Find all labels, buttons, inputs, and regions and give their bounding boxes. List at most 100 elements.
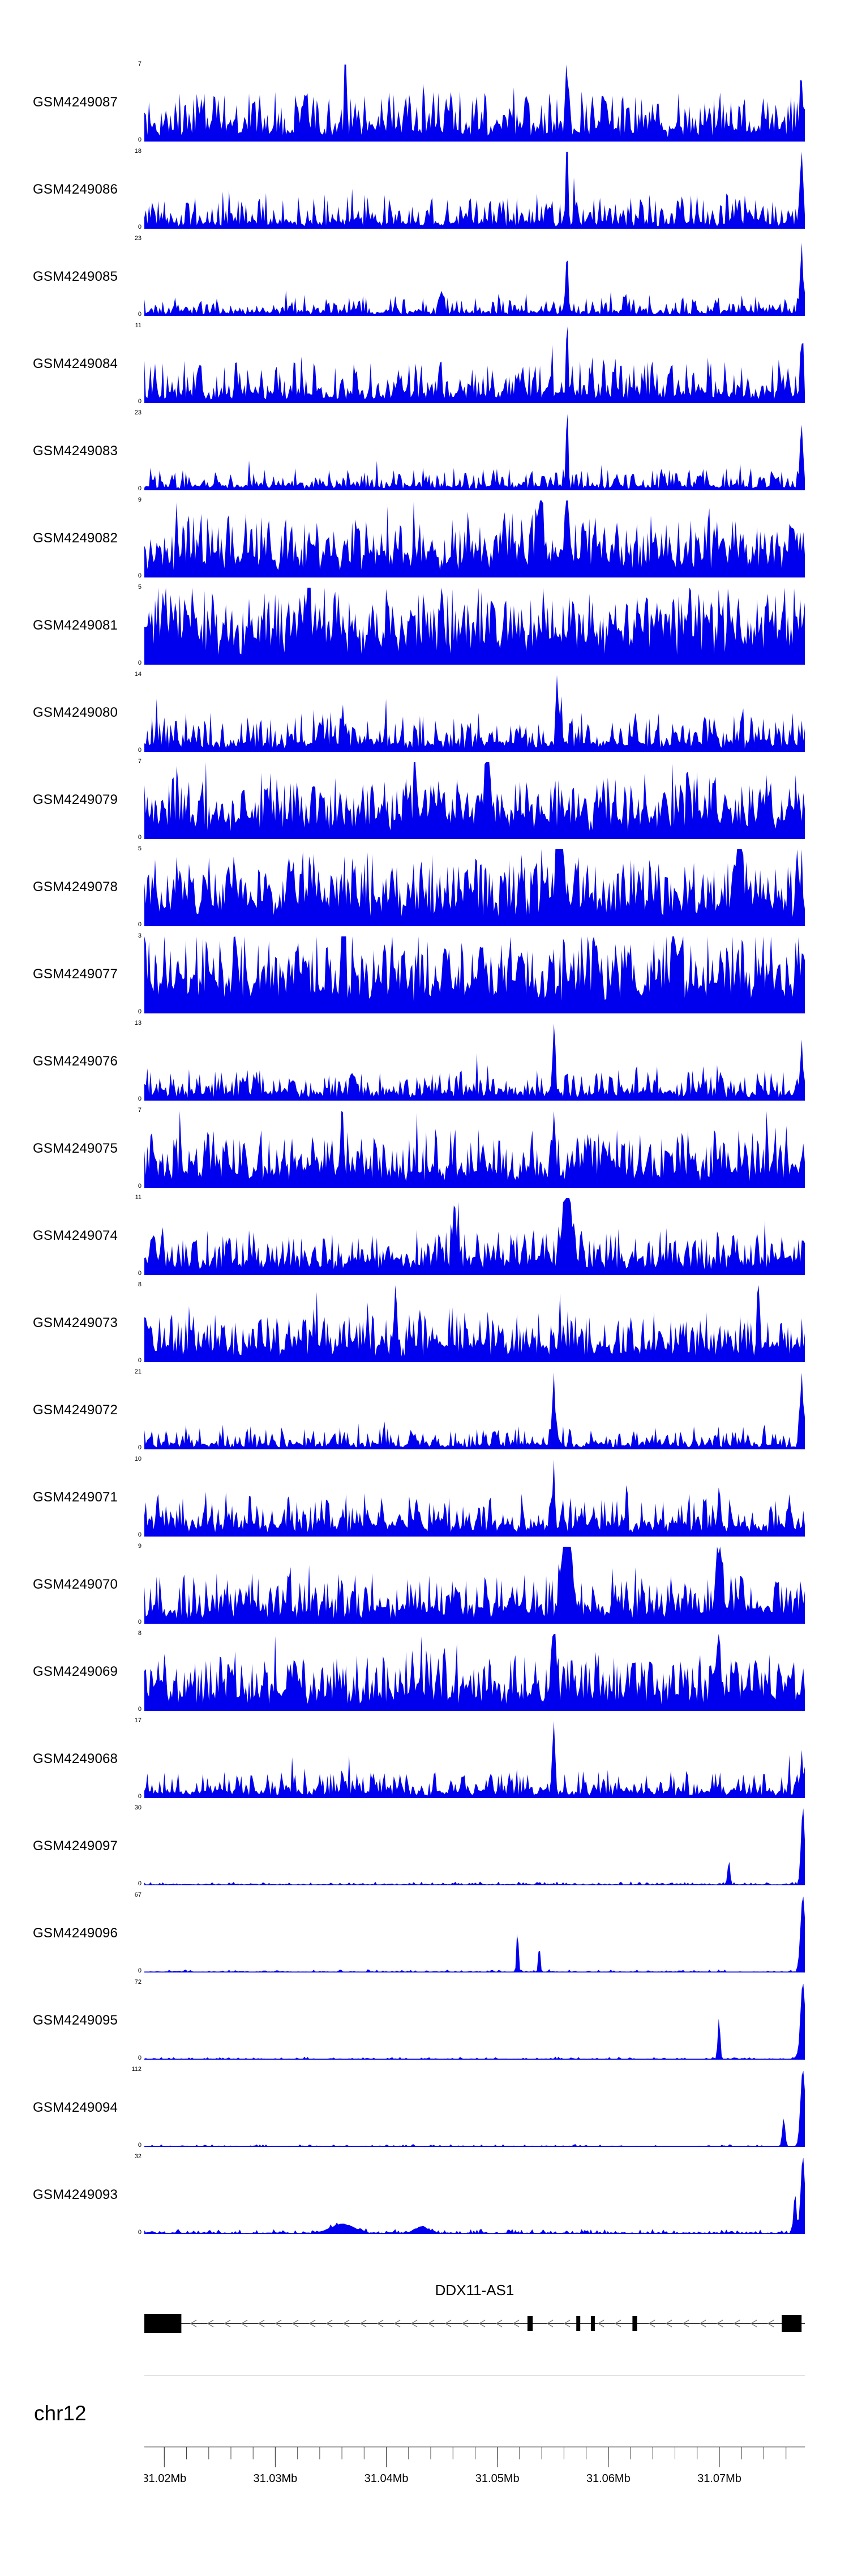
track-ymin-label: 0 xyxy=(138,1357,142,1364)
track-row: GSM4249082 9 0 xyxy=(0,497,849,587)
coverage-area xyxy=(144,1547,805,1624)
track-plot: 32 0 xyxy=(135,2154,805,2236)
strand-direction-arrow-icon xyxy=(750,2320,757,2327)
track-ymax-label: 72 xyxy=(134,1979,142,1986)
track-label: GSM4249093 xyxy=(33,2187,118,2202)
strand-direction-arrow-icon xyxy=(342,2320,350,2327)
coverage-signal xyxy=(144,2070,805,2147)
strand-direction-arrow-icon xyxy=(359,2320,367,2327)
coverage-signal xyxy=(144,936,805,1013)
strand-direction-arrow-icon xyxy=(207,2320,214,2327)
track-label: GSM4249087 xyxy=(33,95,118,110)
strand-direction-arrow-icon xyxy=(648,2320,655,2327)
coverage-signal xyxy=(144,849,805,926)
strand-direction-arrow-icon xyxy=(258,2320,265,2327)
track-plot: 8 0 xyxy=(138,1631,805,1713)
coverage-area xyxy=(144,675,805,752)
genome-axis-ruler: 31.02Mb 31.03Mb 31.04Mb 31.05Mb 31.06Mb 31.07… xyxy=(144,2446,805,2485)
strand-direction-arrow-icon xyxy=(461,2320,469,2327)
track-ymax-label: 14 xyxy=(134,671,142,678)
track-ymax-label: 7 xyxy=(138,61,142,67)
coverage-signal xyxy=(144,1198,805,1275)
strand-direction-arrow-icon xyxy=(325,2320,333,2327)
strand-direction-arrow-icon xyxy=(512,2320,520,2327)
track-label: GSM4249076 xyxy=(33,1054,118,1069)
coverage-signal xyxy=(144,762,805,839)
track-row: GSM4249080 14 0 xyxy=(0,671,849,761)
track-label: GSM4249095 xyxy=(33,2013,118,2028)
track-label: GSM4249075 xyxy=(33,1141,118,1156)
strand-direction-arrow-icon xyxy=(291,2320,299,2327)
coverage-area xyxy=(144,1721,805,1798)
track-plot: 67 0 xyxy=(135,1892,805,1974)
coverage-area xyxy=(144,1111,805,1188)
coverage-area xyxy=(144,1983,805,2060)
track-plot: 11 0 xyxy=(135,323,805,405)
track-label: GSM4249068 xyxy=(33,1751,118,1766)
track-label: GSM4249072 xyxy=(33,1402,118,1418)
gene-exon xyxy=(590,2316,595,2331)
track-label: GSM4249097 xyxy=(33,1838,118,1854)
track-ymin-label: 0 xyxy=(138,224,142,230)
track-plot: 8 0 xyxy=(138,1282,805,1364)
track-label: GSM4249084 xyxy=(33,356,118,371)
track-row: GSM4249079 7 0 xyxy=(0,758,849,848)
strand-direction-arrow-icon xyxy=(597,2320,604,2327)
track-row: GSM4249071 10 0 xyxy=(0,1456,849,1546)
track-row: GSM4249095 72 0 xyxy=(0,1979,849,2069)
track-ymax-label: 11 xyxy=(135,1194,142,1201)
coverage-signal xyxy=(144,1285,805,1362)
coverage-signal xyxy=(144,1808,805,1885)
track-ymin-label: 0 xyxy=(138,921,142,928)
track-row: GSM4249073 8 0 xyxy=(0,1282,849,1371)
strand-direction-arrow-icon xyxy=(665,2320,672,2327)
gene-exon xyxy=(632,2316,637,2331)
coverage-area xyxy=(144,1285,805,1362)
track-plot: 21 0 xyxy=(135,1369,805,1451)
strand-direction-arrow-icon xyxy=(716,2320,723,2327)
strand-direction-arrow-icon xyxy=(376,2320,384,2327)
coverage-signal xyxy=(144,1634,805,1711)
track-ymin-label: 0 xyxy=(138,485,142,492)
track-label: GSM4249074 xyxy=(33,1228,118,1243)
coverage-signal xyxy=(144,500,805,577)
track-plot: 5 0 xyxy=(138,846,805,928)
coverage-signal xyxy=(144,65,805,142)
coverage-signal xyxy=(144,326,805,403)
strand-direction-arrow-icon xyxy=(682,2320,689,2327)
track-label: GSM4249070 xyxy=(33,1577,118,1592)
coverage-area xyxy=(144,588,805,665)
track-label: GSM4249080 xyxy=(33,705,118,720)
track-plot: 23 0 xyxy=(135,236,805,318)
track-ymax-label: 10 xyxy=(134,1456,142,1462)
coverage-signal xyxy=(144,1547,805,1624)
track-ymin-label: 0 xyxy=(138,1967,142,1974)
coverage-signal xyxy=(144,1896,805,1972)
axis-tick-label: 31.05Mb xyxy=(475,2472,520,2485)
track-plot: 9 0 xyxy=(138,497,805,579)
gene-exon xyxy=(782,2315,802,2332)
coverage-area xyxy=(144,1808,805,1885)
coverage-area xyxy=(144,413,805,490)
track-ymax-label: 21 xyxy=(134,1368,142,1375)
axis-tick-label: 31.04Mb xyxy=(365,2472,409,2485)
track-ymax-label: 23 xyxy=(134,235,142,242)
strand-direction-arrow-icon xyxy=(241,2320,248,2327)
track-ymax-label: 7 xyxy=(138,758,142,765)
track-plot: 112 0 xyxy=(131,2066,805,2149)
track-label: GSM4249073 xyxy=(33,1315,118,1330)
track-ymin-label: 0 xyxy=(138,1096,142,1102)
coverage-signal xyxy=(144,675,805,752)
coverage-area xyxy=(144,65,805,142)
track-row: GSM4249094 112 0 xyxy=(0,2066,849,2156)
track-ymin-label: 0 xyxy=(138,311,142,318)
coverage-signal xyxy=(144,1983,805,2060)
axis-tick-label: 31.06Mb xyxy=(586,2472,631,2485)
coverage-area xyxy=(144,2070,805,2147)
strand-direction-arrow-icon xyxy=(224,2320,231,2327)
track-ymin-label: 0 xyxy=(138,834,142,841)
coverage-signal xyxy=(144,242,805,316)
axis-tick-label: 31.07Mb xyxy=(697,2472,741,2485)
track-row: GSM4249097 30 0 xyxy=(0,1805,849,1894)
